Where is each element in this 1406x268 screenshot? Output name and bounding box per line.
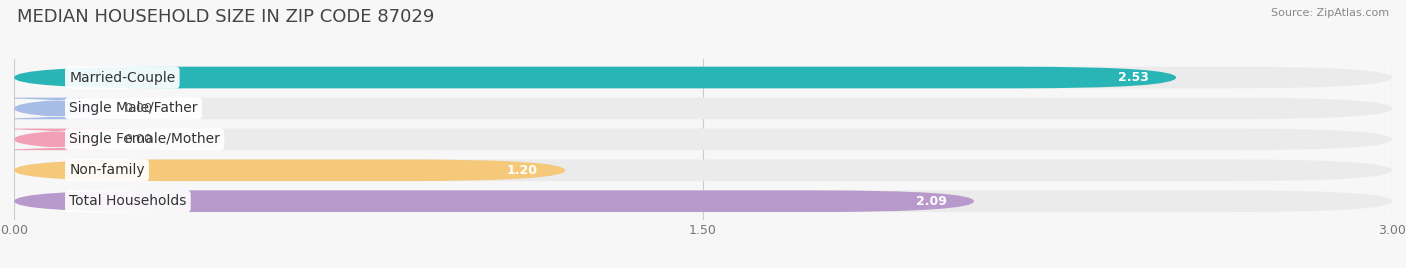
Text: 0.00: 0.00 — [124, 133, 152, 146]
Text: 0.00: 0.00 — [124, 102, 152, 115]
Text: Single Female/Mother: Single Female/Mother — [69, 132, 221, 146]
Text: 2.53: 2.53 — [1118, 71, 1149, 84]
FancyBboxPatch shape — [0, 98, 174, 119]
Text: Married-Couple: Married-Couple — [69, 70, 176, 84]
FancyBboxPatch shape — [14, 190, 974, 212]
FancyBboxPatch shape — [14, 98, 1392, 119]
Text: 2.09: 2.09 — [915, 195, 946, 208]
FancyBboxPatch shape — [0, 129, 174, 150]
FancyBboxPatch shape — [14, 190, 1392, 212]
Text: Non-family: Non-family — [69, 163, 145, 177]
FancyBboxPatch shape — [14, 159, 565, 181]
FancyBboxPatch shape — [14, 67, 1392, 88]
Text: MEDIAN HOUSEHOLD SIZE IN ZIP CODE 87029: MEDIAN HOUSEHOLD SIZE IN ZIP CODE 87029 — [17, 8, 434, 26]
Text: 1.20: 1.20 — [506, 164, 537, 177]
Text: Total Households: Total Households — [69, 194, 187, 208]
Text: Single Male/Father: Single Male/Father — [69, 101, 198, 116]
Text: Source: ZipAtlas.com: Source: ZipAtlas.com — [1271, 8, 1389, 18]
FancyBboxPatch shape — [14, 129, 1392, 150]
FancyBboxPatch shape — [14, 67, 1175, 88]
FancyBboxPatch shape — [14, 159, 1392, 181]
